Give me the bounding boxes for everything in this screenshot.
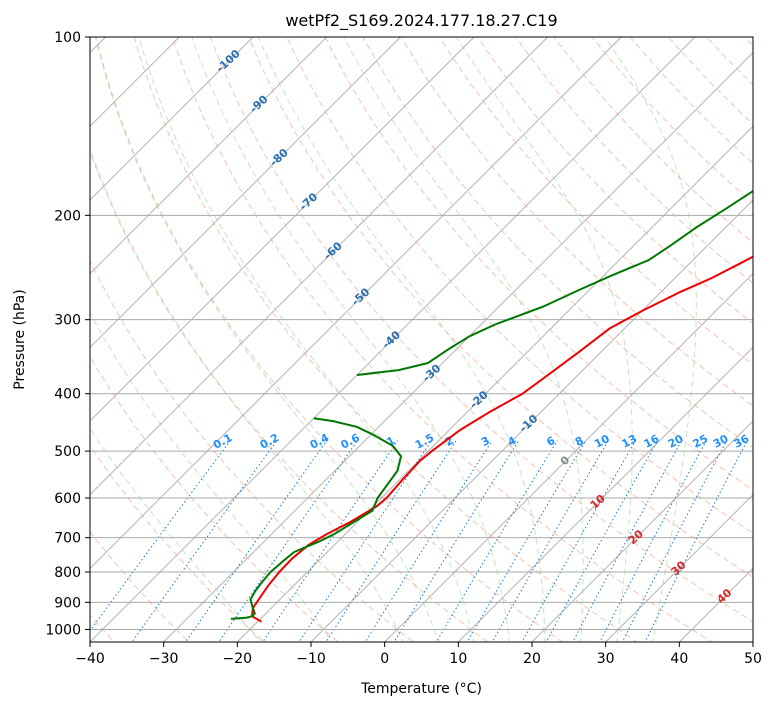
- mixing-ratio-line: [185, 440, 328, 642]
- isotherm-line: [90, 37, 401, 348]
- isotherm-line: [605, 494, 753, 642]
- isotherm-line: [90, 37, 622, 569]
- dry-adiabat-lines: [90, 37, 753, 642]
- dry-adiabat-line: [591, 37, 753, 204]
- dry-adiabat-line: [90, 259, 414, 642]
- moist-adiabat-line: [257, 37, 546, 642]
- mixing-ratio-line: [572, 440, 683, 642]
- mixing-ratio-line: [599, 440, 707, 642]
- pressure-grid-lines: [90, 37, 753, 630]
- isotherm-line: [90, 37, 696, 642]
- dry-adiabat-line: [133, 37, 638, 642]
- dry-adiabat-line: [95, 37, 564, 642]
- dry-adiabat-line: [324, 37, 753, 491]
- moist-adiabat-line: [604, 37, 697, 642]
- y-tick-label: 100: [54, 30, 81, 46]
- isotherm-line: [90, 37, 548, 496]
- mixing-ratio-line: [90, 440, 231, 632]
- mixing-ratio-label: 16: [642, 432, 662, 451]
- isotherm-lines: [90, 37, 753, 642]
- mixing-ratio-line: [298, 440, 432, 642]
- dry-adiabat-line: [553, 37, 753, 244]
- moist-adiabat-line: [343, 37, 584, 642]
- x-tick-label: 0: [380, 651, 389, 667]
- dry-adiabat-line: [515, 37, 753, 284]
- mixing-ratio-label: 13: [620, 432, 640, 451]
- x-tick-label: 40: [670, 651, 688, 667]
- mixing-ratio-line: [491, 440, 609, 642]
- x-tick-label: 50: [744, 651, 762, 667]
- y-tick-label: 1000: [45, 622, 81, 638]
- isotherm-line: [237, 125, 753, 642]
- mixing-ratio-label: 20: [666, 432, 686, 451]
- y-tick-label: 700: [54, 531, 81, 547]
- mixing-ratio-lines: [90, 440, 748, 642]
- mixing-ratio-line: [545, 440, 659, 642]
- dry-adiabat-line: [248, 37, 753, 578]
- x-tick-label: −40: [75, 651, 105, 667]
- mixing-ratio-line: [218, 440, 358, 642]
- mixing-ratio-line: [521, 440, 637, 642]
- sounding-series: [230, 189, 753, 623]
- x-axis-title: Temperature (°C): [360, 681, 482, 697]
- plot-area: -100-90-80-70-60-50-40-30-20-10010203040…: [90, 37, 753, 642]
- mixing-ratio-line: [466, 440, 587, 642]
- temperature-line: [251, 255, 753, 623]
- x-tick-label: 20: [523, 651, 541, 667]
- moist-adiabat-line: [138, 37, 475, 642]
- isotherm-line: [163, 52, 753, 642]
- dewpoint-line: [230, 417, 402, 620]
- mixing-ratio-label: 30: [711, 432, 731, 451]
- moist-adiabat-line: [455, 37, 633, 642]
- y-tick-label: 400: [54, 387, 81, 403]
- dry-adiabat-line: [90, 356, 339, 642]
- dry-adiabat-line: [171, 37, 713, 642]
- moist-adiabat-line: [90, 311, 333, 642]
- dry-adiabat-line: [209, 37, 753, 623]
- isotherm-line: [384, 273, 753, 642]
- dry-adiabat-line: [286, 37, 753, 534]
- x-tick-label: 30: [597, 651, 615, 667]
- mixing-ratio-line: [393, 440, 520, 642]
- isotherm-line: [310, 199, 753, 642]
- moist-adiabat-line: [94, 37, 439, 642]
- y-tick-label: 200: [54, 208, 81, 224]
- y-tick-label: 600: [54, 491, 81, 507]
- mixing-ratio-line: [435, 440, 558, 642]
- y-tick-label: 800: [54, 565, 81, 581]
- isotherm-line: [90, 37, 475, 422]
- isotherm-line: [90, 37, 254, 201]
- x-tick-label: −30: [149, 651, 179, 667]
- y-tick-label: 500: [54, 444, 81, 460]
- isotherm-line: [531, 420, 753, 642]
- x-tick-label: −20: [223, 651, 253, 667]
- x-tick-label: 10: [449, 651, 467, 667]
- y-axis-ticks: 1000 900 800 700 600 500 400 300 200 100: [45, 30, 90, 638]
- isotherm-line: [90, 37, 327, 275]
- plot-frame: [89, 36, 754, 643]
- x-axis-ticks: −40 −30 −20 −10 0 10 20 30 40 50: [75, 642, 762, 667]
- isotherm-line: [458, 346, 753, 642]
- dry-adiabat-line: [362, 37, 753, 449]
- dewpoint-upper-line: [356, 189, 753, 376]
- y-tick-label: 300: [54, 313, 81, 329]
- mixing-ratio-label: 10: [592, 432, 612, 451]
- dry-adiabat-line: [90, 531, 190, 642]
- x-tick-label: −10: [296, 651, 326, 667]
- mixing-ratio-label: 25: [691, 432, 711, 451]
- dry-adiabat-line: [400, 37, 753, 407]
- mixing-ratio-label: 36: [732, 432, 752, 451]
- y-axis-title: Pressure (hPa): [12, 289, 28, 389]
- chart-title: wetPf2_S169.2024.177.18.27.C19: [285, 11, 557, 31]
- y-tick-label: 900: [54, 595, 81, 611]
